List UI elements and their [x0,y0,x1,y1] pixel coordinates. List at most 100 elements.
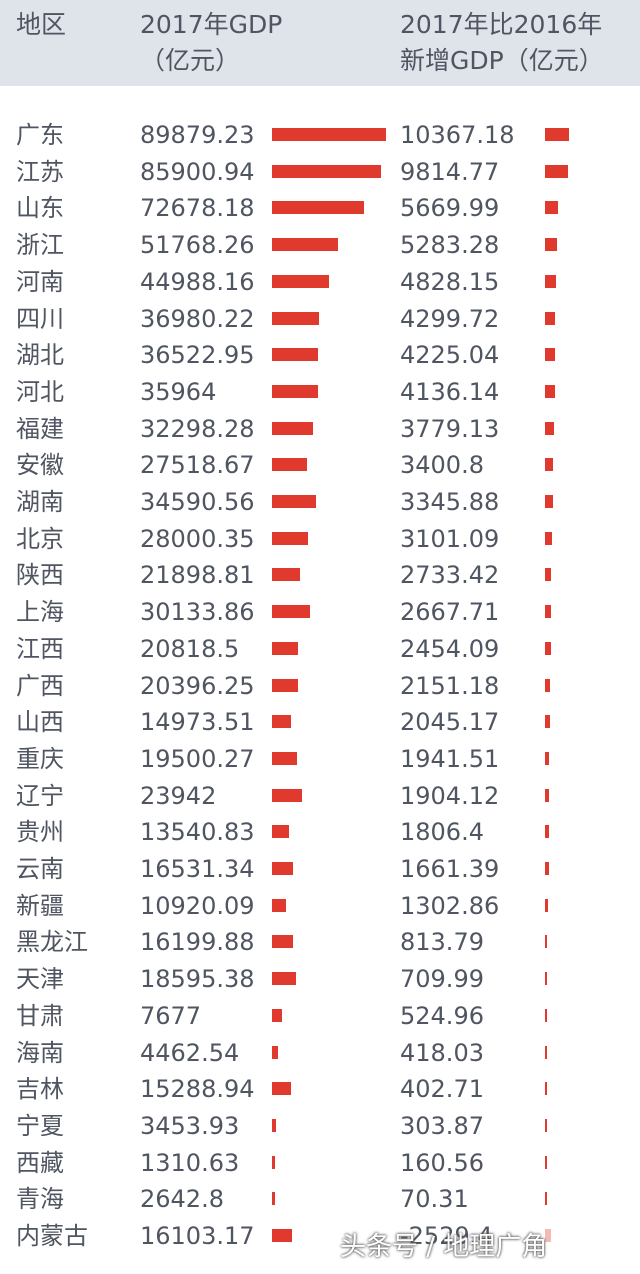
region-label: 宁夏 [16,1111,64,1140]
gdp-bar [272,201,365,215]
region-label: 西藏 [16,1148,64,1177]
increase-value: 3101.09 [400,524,500,553]
increase-bar [545,238,558,252]
increase-bar [545,201,559,215]
region-label: 山东 [16,194,64,223]
increase-value: 1904.12 [400,781,500,810]
region-label: 贵州 [16,818,64,847]
gdp-bar [272,274,330,288]
increase-value: 3400.8 [400,451,484,480]
increase-value: 5283.28 [400,231,500,260]
increase-value: 10367.18 [400,121,515,149]
gdp-bar [272,715,291,729]
gdp-value: 4462.54 [140,1038,240,1067]
increase-bar [545,605,552,619]
increase-bar [545,898,549,912]
gdp-value: 2642.8 [140,1185,224,1214]
increase-value: 3345.88 [400,488,500,516]
region-label: 广西 [16,671,64,700]
increase-bar [545,128,569,141]
gdp-value: 15288.94 [140,1075,255,1104]
gdp-bar [272,531,308,545]
gdp-value: 34590.56 [140,488,255,516]
gdp-bar [272,1155,275,1169]
increase-value: 709.99 [400,965,484,994]
gdp-bar [272,568,300,582]
gdp-value: 32298.28 [140,414,255,443]
region-label: 甘肃 [16,1001,64,1030]
gdp-value: 27518.67 [140,451,255,480]
gdp-bar [272,458,307,472]
watermark: 头条号 / 地理广角 [340,1232,548,1262]
gdp-bar [272,384,318,398]
region-label: 海南 [16,1038,64,1067]
region-label: 重庆 [16,744,64,773]
gdp-bar [272,1118,277,1132]
gdp-value: 7677 [140,1001,202,1030]
region-label: 江苏 [16,157,64,186]
gdp-value: 1310.63 [140,1148,240,1177]
gdp-bar [272,128,386,141]
gdp-bar [272,1192,276,1206]
region-label: 四川 [16,304,64,333]
gdp-bar [272,421,313,435]
increase-value: 303.87 [400,1111,484,1140]
region-label: 天津 [16,965,64,994]
region-label: 广东 [16,121,64,149]
header-region: 地区 [16,10,67,39]
gdp-value: 16199.88 [140,928,255,957]
gdp-bar [272,935,293,949]
region-label: 上海 [16,598,64,627]
increase-bar [545,1155,547,1169]
gdp-bar [272,1229,293,1242]
increase-value: 4828.15 [400,267,500,296]
increase-bar [545,678,550,692]
increase-bar [545,715,550,729]
increase-bar [545,825,550,839]
increase-value: 813.79 [400,928,484,957]
gdp-value: 89879.23 [140,121,255,149]
increase-value: 1941.51 [400,744,500,773]
gdp-value: 10920.09 [140,891,255,920]
gdp-bar [272,788,303,802]
gdp-bar [272,605,311,619]
gdp-bar [272,862,293,875]
gdp-value: 85900.94 [140,157,255,186]
increase-bar [545,1045,547,1059]
increase-bar [545,862,549,875]
increase-value: 5669.99 [400,194,500,223]
region-label: 河北 [16,377,64,406]
increase-value: 1661.39 [400,855,500,883]
gdp-bar [272,495,316,508]
increase-bar [545,421,554,435]
header-gdp-line1: 2017年GDP [140,10,283,39]
increase-bar [545,568,552,582]
increase-bar [545,384,555,398]
gdp-value: 44988.16 [140,267,255,296]
increase-value: 160.56 [400,1148,484,1177]
region-label: 内蒙古 [16,1222,88,1250]
gdp-value: 36522.95 [140,341,255,370]
gdp-bar [272,238,338,252]
gdp-value: 51768.26 [140,231,255,260]
region-label: 湖北 [16,341,64,370]
gdp-value: 20396.25 [140,671,255,700]
gdp-bar [272,1045,278,1059]
gdp-bar [272,972,296,986]
increase-bar [545,495,553,508]
increase-bar [545,531,553,545]
increase-bar [545,641,551,655]
header-gdp-line2: （亿元） [140,46,241,75]
gdp-value: 72678.18 [140,194,255,223]
increase-value: 4136.14 [400,377,500,406]
region-label: 福建 [16,414,64,443]
gdp-value: 20818.5 [140,634,240,663]
increase-bar [545,311,555,325]
increase-value: 1302.86 [400,891,500,920]
increase-bar [545,972,547,986]
increase-value: 9814.77 [400,157,500,186]
region-label: 湖南 [16,488,64,516]
increase-bar [545,458,553,472]
gdp-value: 19500.27 [140,744,255,773]
increase-value: 2151.18 [400,671,500,700]
